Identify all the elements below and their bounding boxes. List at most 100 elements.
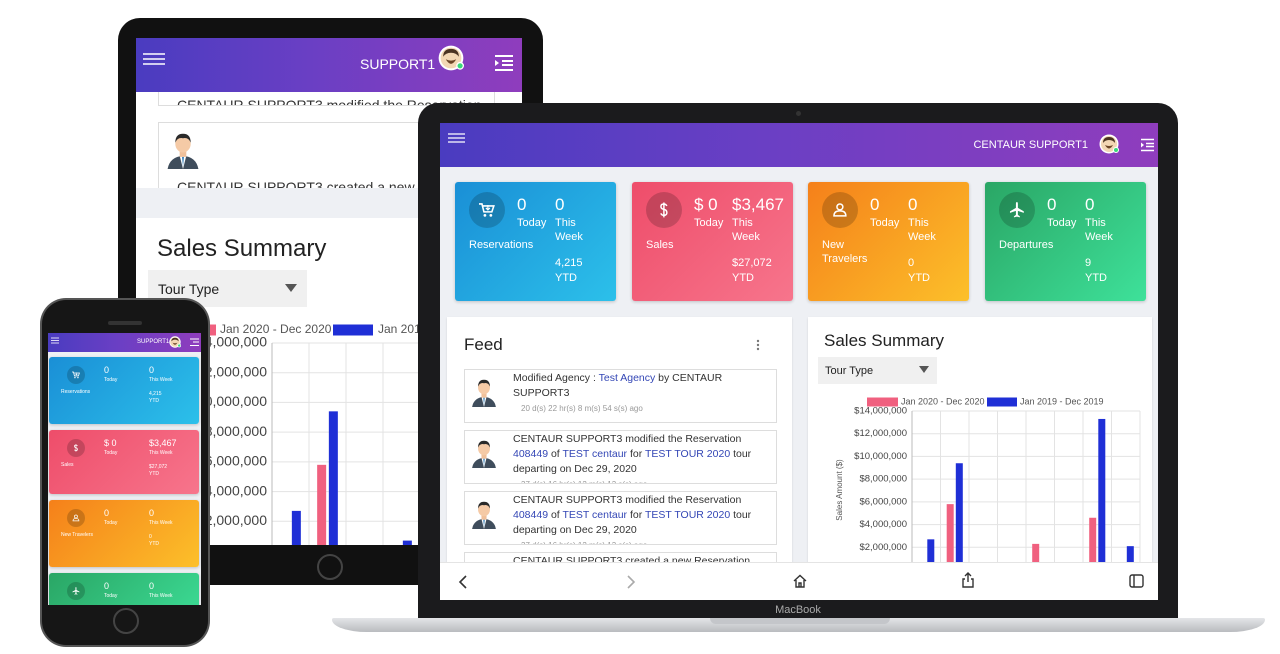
card-label: Sales xyxy=(61,462,74,468)
card-today-label: Today xyxy=(104,520,118,526)
feed-text-part: CENTAUR SUPPORT3 modified the Reservatio… xyxy=(513,494,742,506)
icon xyxy=(72,514,80,522)
y-tick-label: $12,000,000 xyxy=(189,363,267,379)
feed-text-part: of xyxy=(548,448,563,460)
card-today: $ 0 xyxy=(694,195,718,214)
feed-text-part: CENTAUR SUPPORT3 modified the Reservatio… xyxy=(513,433,742,445)
icon xyxy=(479,203,496,217)
card-today-label: Today xyxy=(517,217,547,229)
sidebar-toggle[interactable] xyxy=(190,338,199,347)
card-today: 0 xyxy=(1047,195,1057,214)
feed-link[interactable]: 408449 xyxy=(513,448,549,460)
card-week: 0 xyxy=(555,195,565,214)
feed-link[interactable]: TEST centaur xyxy=(562,448,628,460)
camera xyxy=(796,111,801,116)
user-name[interactable]: SUPPORT1 xyxy=(360,56,436,72)
menu-button[interactable] xyxy=(445,128,469,146)
filter-dropdown[interactable]: Tour Type xyxy=(818,357,937,384)
feed-link[interactable]: TEST TOUR 2020 xyxy=(644,509,731,521)
card-week: 0 xyxy=(149,508,155,518)
user-name[interactable]: CENTAUR SUPPORT1 xyxy=(973,139,1088,151)
stat-card: 0 Today 0 This Week New Travelers 0 YTD xyxy=(808,182,969,301)
notch xyxy=(710,618,890,624)
card-ytd-label: YTD xyxy=(149,471,159,477)
y-tick-label: $2,000,000 xyxy=(859,542,907,553)
forward-button[interactable] xyxy=(625,575,637,589)
home-button xyxy=(113,608,139,634)
y-tick-label: $2,000,000 xyxy=(197,512,267,528)
card-week-label: This Week xyxy=(555,217,583,244)
app-header: CENTAUR SUPPORT1 xyxy=(440,123,1158,167)
card-week: 0 xyxy=(1085,195,1095,214)
y-tick-label: $8,000,000 xyxy=(197,423,267,439)
card-week: $3,467 xyxy=(149,438,177,448)
sidebar-toggle[interactable] xyxy=(494,54,514,72)
card-week-label: This Week xyxy=(1085,217,1113,244)
card-week-label: This Week xyxy=(908,217,936,244)
feed-text: CENTAUR SUPPORT3 created a new Reservati… xyxy=(177,179,494,188)
app-header: SUPPORT1 xyxy=(48,333,201,352)
feed-link[interactable]: Test Agency xyxy=(598,372,656,384)
panel-title: Sales Summary xyxy=(157,235,327,262)
back-button[interactable] xyxy=(457,575,469,589)
user-name[interactable]: SUPPORT1 xyxy=(137,339,170,345)
card-ytd: 0 xyxy=(149,534,152,540)
y-tick-label: $10,000,000 xyxy=(189,393,267,409)
feed-time: 37 d(s) 16 hr(s) 12 m(s) 13 s(s) ago xyxy=(521,480,647,483)
feed-link[interactable]: TEST centaur xyxy=(562,509,628,521)
user-avatar[interactable] xyxy=(1099,134,1119,154)
card-today-label: Today xyxy=(870,217,900,229)
sidebar-toggle[interactable] xyxy=(1140,138,1155,152)
feed-item: CENTAUR SUPPORT3 modified the Reservatio… xyxy=(464,430,777,484)
share-button[interactable] xyxy=(961,572,975,589)
card-icon xyxy=(67,582,85,600)
tabs-button[interactable] xyxy=(1129,574,1144,588)
card-icon xyxy=(67,439,85,457)
filter-dropdown[interactable]: Tour Type xyxy=(148,270,307,307)
card-today-label: Today xyxy=(104,450,118,456)
avatar-art xyxy=(169,336,181,348)
menu-button[interactable] xyxy=(140,46,170,70)
feed-link[interactable]: 408449 xyxy=(513,509,549,521)
bar xyxy=(1098,418,1106,570)
caret xyxy=(919,366,929,373)
bar xyxy=(1126,546,1134,570)
legend-label: Jan 2019 - Dec 2019 xyxy=(1020,396,1104,406)
card-week-label: This Week xyxy=(149,593,173,599)
card-ytd-label: YTD xyxy=(149,398,159,404)
stat-card: 0 Today 0 This Week New Travelers 0 YTD xyxy=(49,500,199,567)
card-ytd: 9 xyxy=(1085,257,1092,269)
feed-text: CENTAUR SUPPORT3 modified the Reservatio… xyxy=(513,432,768,477)
menu-button[interactable] xyxy=(49,335,61,345)
panel-title: Feed xyxy=(464,335,503,354)
avatar-art xyxy=(161,125,205,169)
card-week: 0 xyxy=(149,581,155,591)
card-icon xyxy=(469,192,505,228)
card-today-label: Today xyxy=(104,377,118,383)
bar xyxy=(927,539,935,570)
card-label: Reservations xyxy=(469,239,534,251)
home-button[interactable] xyxy=(793,574,807,588)
filter-value: Tour Type xyxy=(825,365,874,377)
laptop-screen: CENTAUR SUPPORT1 Feed Modified Agency : … xyxy=(440,123,1158,600)
panel-title: Sales Summary xyxy=(824,331,944,350)
feed-text-part: Modified Agency : xyxy=(513,372,599,384)
card-today: 0 xyxy=(104,365,110,375)
more-button[interactable] xyxy=(755,338,761,352)
user-avatar[interactable] xyxy=(438,45,464,71)
card-today: $ 0 xyxy=(104,438,117,448)
phone-screen: SUPPORT1 0 Today 0 This Week Reservations 4,2… xyxy=(48,333,201,605)
card-label: Departures xyxy=(999,239,1054,251)
bar xyxy=(402,540,412,545)
chart: $2,000,000 $4,000,000 $6,000,000 $8,000,000… xyxy=(835,396,1141,570)
y-tick-label: $6,000,000 xyxy=(197,453,267,469)
card-icon xyxy=(67,509,85,527)
feed-link[interactable]: TEST TOUR 2020 xyxy=(644,448,731,460)
stat-card: 0 Today 0 This Week Departures 9 YTD xyxy=(985,182,1146,301)
avatar-art xyxy=(1099,134,1119,154)
y-tick-label: $10,000,000 xyxy=(854,451,907,462)
user-avatar[interactable] xyxy=(169,335,181,348)
feed-text: CENTAUR SUPPORT3 modified the Reservatio… xyxy=(513,493,768,538)
y-tick-label: $4,000,000 xyxy=(859,519,907,530)
card-week: 0 xyxy=(908,195,918,214)
